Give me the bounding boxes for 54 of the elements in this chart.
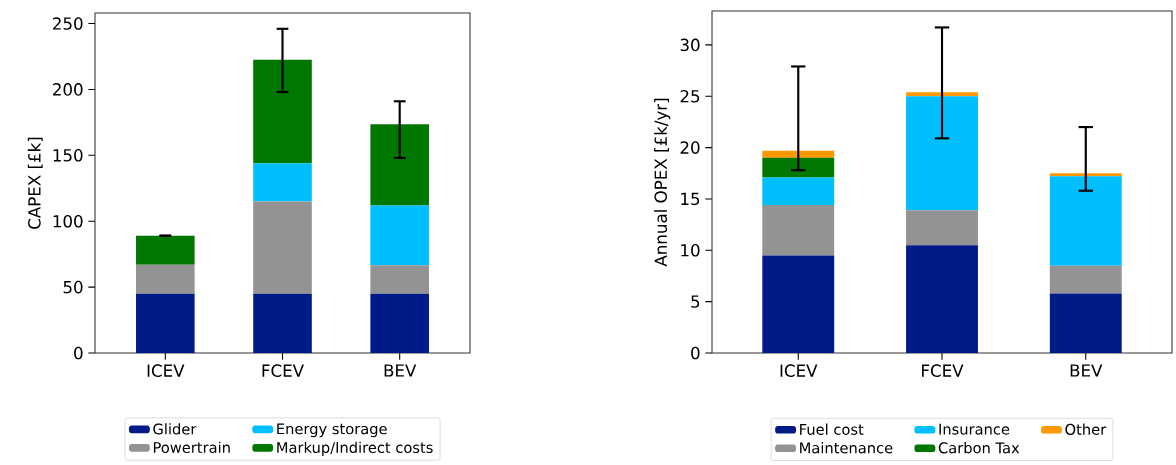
legend-label: Glider [153, 423, 197, 435]
bar [1049, 176, 1122, 266]
bar [253, 293, 312, 353]
legend-label: Maintenance [800, 442, 893, 454]
y-axis-title: Annual OPEX [£k/yr] [654, 98, 671, 267]
bar [253, 163, 312, 202]
y-tick-label: 200 [53, 83, 83, 96]
legend-label: Markup/Indirect costs [277, 441, 433, 456]
bar [762, 157, 835, 178]
y-tick-label: 15 [681, 192, 700, 206]
bar [906, 96, 978, 211]
bar [906, 245, 978, 353]
y-tick-label: 0 [691, 346, 700, 360]
bar [136, 264, 195, 294]
y-tick-label: 250 [53, 17, 83, 30]
legend-label: Insurance [939, 423, 1010, 435]
bar [762, 205, 835, 256]
y-tick-label: 5 [691, 295, 700, 308]
y-tick-label: 25 [680, 89, 700, 103]
bar [1049, 293, 1122, 353]
y-tick-label: 20 [680, 141, 700, 154]
legend-label: Energy storage [277, 423, 387, 438]
bar [906, 210, 978, 246]
y-tick-label: 30 [680, 38, 700, 52]
bar [1049, 265, 1122, 294]
y-tick-label: 100 [53, 214, 83, 228]
bar [762, 150, 835, 158]
bar [370, 265, 429, 294]
bar [136, 235, 195, 265]
y-tick-label: 150 [53, 149, 83, 162]
bar [136, 293, 195, 353]
bar [253, 59, 312, 164]
legend-label: Fuel cost [800, 423, 864, 435]
bar [253, 201, 312, 294]
bar [906, 92, 978, 97]
bar [762, 177, 835, 206]
y-tick-label: 50 [63, 280, 83, 294]
bar [370, 124, 429, 206]
bar [1049, 173, 1122, 177]
legend-label: Powertrain [153, 441, 230, 454]
bar [762, 255, 835, 353]
bar [370, 205, 429, 266]
x-tick-label: FCEV [262, 364, 304, 377]
legend-label: Other [1065, 423, 1107, 435]
bar [370, 293, 429, 353]
x-tick-label: ICEV [147, 364, 185, 377]
y-tick-label: 10 [681, 243, 700, 257]
x-tick-label: BEV [1070, 364, 1103, 377]
x-tick-label: BEV [384, 364, 417, 377]
x-tick-label: ICEV [780, 364, 818, 377]
x-tick-label: FCEV [922, 364, 964, 377]
legend-label: Carbon Tax [938, 442, 1020, 454]
y-axis-title: CAPEX [£k] [27, 137, 43, 229]
y-tick-label: 0 [74, 346, 83, 360]
